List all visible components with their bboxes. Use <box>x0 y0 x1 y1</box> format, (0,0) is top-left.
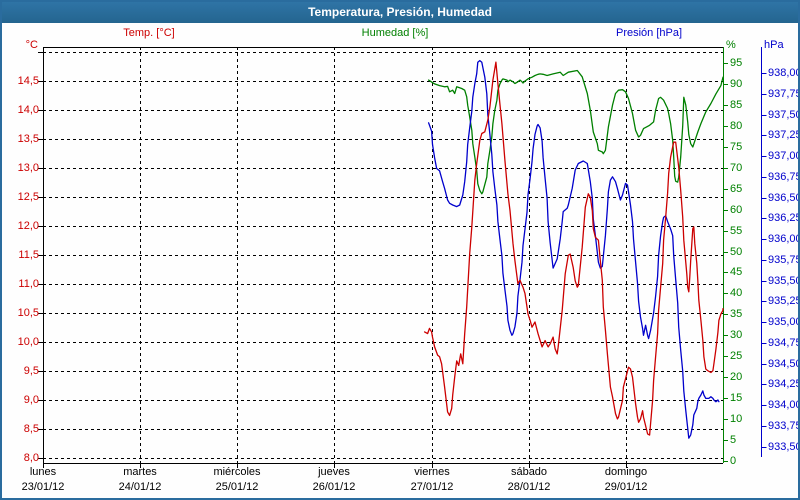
humidity-tick-label: 45 <box>730 266 743 278</box>
series-pressure <box>427 59 720 439</box>
day-name-label: viernes <box>414 466 450 478</box>
temp-tick-label: 9,0 <box>23 394 39 406</box>
pressure-tick-label: 935,50 <box>768 275 800 287</box>
temp-tick-label: 9,5 <box>23 365 39 377</box>
humidity-tick-label: 30 <box>730 329 743 341</box>
humidity-axis-unit-label: % <box>726 39 736 51</box>
humidity-tick-label: 40 <box>730 287 743 299</box>
temp-tick-label: 8,5 <box>23 423 39 435</box>
pressure-tick-label: 934,75 <box>768 337 800 349</box>
humidity-tick-label: 60 <box>730 204 743 216</box>
pressure-tick-label: 936,50 <box>768 192 800 204</box>
temp-tick-label: 11,0 <box>18 278 39 290</box>
temp-tick-label: 14,0 <box>17 104 39 116</box>
temp-tick-label: 13,5 <box>17 133 39 145</box>
pressure-tick-label: 937,25 <box>768 129 800 141</box>
day-date-label: 28/01/12 <box>507 481 551 493</box>
temp-tick-label: 10,0 <box>17 336 39 348</box>
humidity-tick-label: 75 <box>730 141 743 153</box>
temp-tick-label: 13,0 <box>17 162 39 174</box>
temp-axis-unit-label: °C <box>25 39 38 51</box>
temp-tick-label: 10,5 <box>17 307 39 319</box>
day-name-label: miércoles <box>213 466 261 478</box>
day-name-label: martes <box>123 466 157 478</box>
pressure-tick-label: 933,75 <box>768 420 800 432</box>
pressure-tick-label: 936,25 <box>768 212 800 224</box>
temp-tick-label: 14,5 <box>17 75 39 87</box>
pressure-tick-label: 936,75 <box>768 171 800 183</box>
pressure-tick-label: 936,00 <box>768 233 800 245</box>
humidity-tick-label: 90 <box>730 78 743 90</box>
series-temperature <box>423 61 724 436</box>
day-name-label: jueves <box>318 466 350 478</box>
humidity-tick-label: 50 <box>730 246 743 258</box>
humidity-tick-label: 10 <box>730 413 743 425</box>
pressure-tick-label: 938,00 <box>768 67 800 79</box>
humidity-tick-label: 95 <box>730 57 743 69</box>
humidity-tick-label: 65 <box>730 183 743 195</box>
temp-tick-label: 12,0 <box>17 220 39 232</box>
pressure-axis-unit-label: hPa <box>764 39 784 51</box>
day-name-label: domingo <box>604 466 648 478</box>
legend-pressure: Presión [hPa] <box>615 27 683 39</box>
humidity-tick-label: 55 <box>730 225 743 237</box>
day-date-label: 29/01/12 <box>604 481 648 493</box>
temp-tick-label: 8,0 <box>23 452 39 464</box>
pressure-tick-label: 934,50 <box>768 358 800 370</box>
pressure-tick-label: 937,50 <box>768 109 800 121</box>
pressure-tick-label: 937,00 <box>768 150 800 162</box>
legend-temperature: Temp. [°C] <box>123 27 175 39</box>
legend-humidity: Humedad [%] <box>361 27 429 39</box>
series-humidity <box>427 69 724 195</box>
humidity-tick-label: 15 <box>730 392 743 404</box>
day-date-label: 24/01/12 <box>118 481 162 493</box>
humidity-tick-label: 0 <box>730 455 737 467</box>
day-date-label: 23/01/12 <box>21 481 65 493</box>
temp-tick-label: 12,5 <box>17 191 39 203</box>
humidity-tick-label: 85 <box>730 99 743 111</box>
pressure-tick-label: 935,00 <box>768 316 800 328</box>
day-name-label: sábado <box>510 466 548 478</box>
pressure-tick-label: 935,25 <box>768 295 800 307</box>
chart-title: Temperatura, Presión, Humedad <box>308 5 492 19</box>
day-date-label: 25/01/12 <box>215 481 259 493</box>
pressure-tick-label: 934,25 <box>768 378 800 390</box>
humidity-tick-label: 20 <box>730 371 743 383</box>
day-name-label: lunes <box>29 466 57 478</box>
humidity-tick-label: 80 <box>730 120 743 132</box>
pressure-tick-label: 937,75 <box>768 88 800 100</box>
humidity-tick-label: 70 <box>730 162 743 174</box>
pressure-tick-label: 934,00 <box>768 399 800 411</box>
pressure-tick-label: 935,75 <box>768 254 800 266</box>
plot-border-left-top <box>43 47 723 463</box>
humidity-tick-label: 25 <box>730 350 743 362</box>
day-date-label: 26/01/12 <box>312 481 356 493</box>
day-date-label: 27/01/12 <box>410 481 454 493</box>
humidity-tick-label: 5 <box>730 434 737 446</box>
pressure-tick-label: 933,50 <box>768 441 800 453</box>
humidity-tick-label: 35 <box>730 308 743 320</box>
title-bar: Temperatura, Presión, Humedad <box>2 2 798 23</box>
temp-tick-label: 11,5 <box>18 249 39 261</box>
